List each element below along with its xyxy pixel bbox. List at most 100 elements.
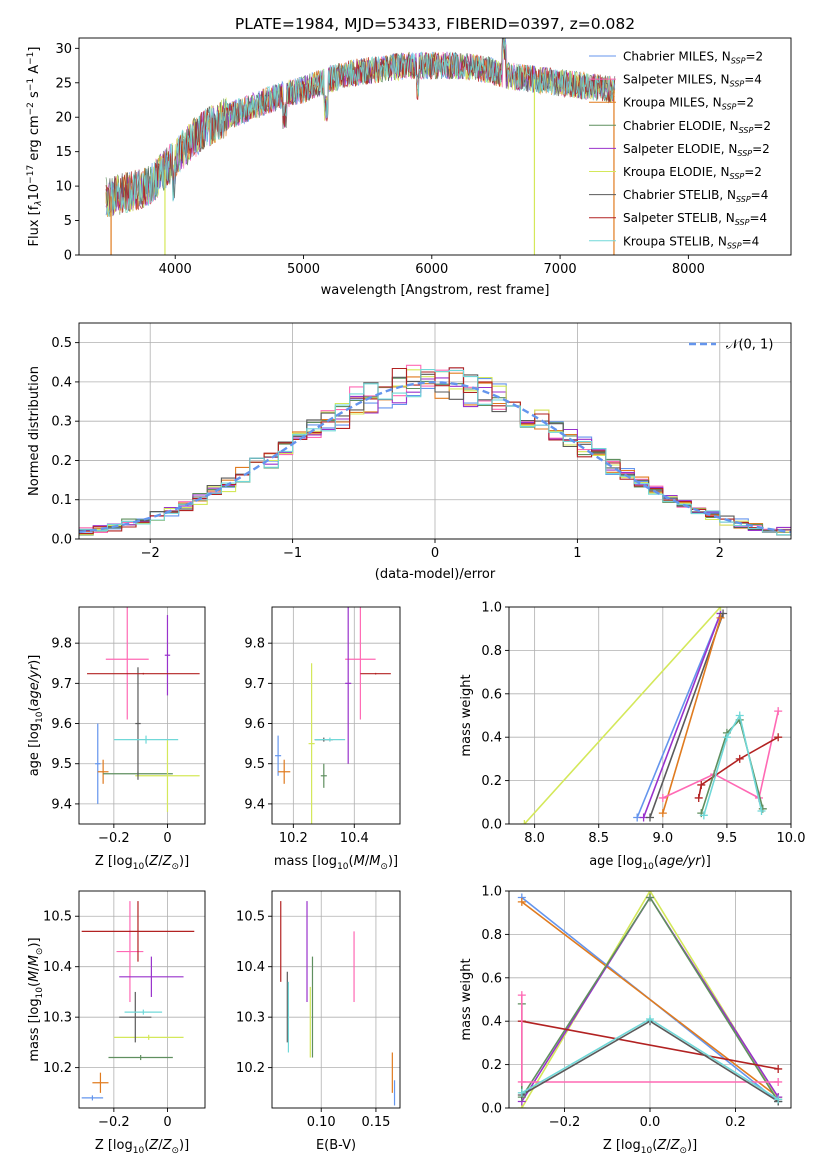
x-tick-label: 0.0: [640, 1115, 661, 1130]
y-tick-label: 10.4: [43, 960, 72, 975]
plot-area: [280, 901, 396, 1106]
y-tick-label: 9.6: [244, 717, 265, 732]
y-axis-label: age [log10(age/yr)]: [27, 655, 45, 777]
y-tick-label: 9.4: [244, 797, 265, 812]
y-tick-label: 20: [55, 111, 72, 126]
x-tick-label: 0.10: [307, 1115, 336, 1130]
y-tick-label: 10.3: [43, 1011, 72, 1026]
weight-marker: [520, 820, 529, 824]
y-tick-label: 9.8: [51, 637, 72, 652]
x-tick-label: 5000: [287, 262, 320, 277]
x-tick-label: 10.2: [279, 831, 308, 846]
x-axis-label: E(B-V): [316, 1138, 356, 1153]
y-axis-label: mass [log10(M/M⊙)]: [27, 937, 45, 1061]
x-axis-label: wavelength [Angstrom, rest frame]: [321, 283, 550, 298]
weight-marker: [646, 1015, 654, 1024]
errorbar-salpeter-miles: [105, 607, 149, 720]
legend-label: Salpeter MILES, NSSP=4: [623, 73, 762, 89]
panel-spectrum: 4000 5000 6000 7000 8000 0 5 10 15 20 25 30 Chabrier…: [26, 37, 792, 298]
weight-marker: [646, 813, 654, 822]
legend-label: Chabrier STELIB, NSSP=4: [623, 188, 768, 204]
weight-line-kroupa-miles: [658, 613, 725, 818]
panel-weight-vs-Z: −0.2 0.0 0.2 0.0 0.2 0.4 0.6 0.8 1.0 Z [log10(Z/Z…: [459, 885, 792, 1156]
x-axis-label: Z [log10(Z/Z⊙)]: [95, 1138, 189, 1156]
errorbar-chabrier-stelib: [119, 991, 152, 1043]
errorbar-kroupa-stelib: [124, 1009, 163, 1015]
weight-line-salpeter-miles: [517, 991, 783, 1086]
y-tick-label: 9.5: [51, 757, 72, 772]
y-tick-label: 0.4: [481, 1015, 502, 1030]
x-tick-label: 0.2: [725, 1115, 746, 1130]
legend-label: Kroupa ELODIE, NSSP=2: [623, 165, 762, 181]
x-tick-label: 8000: [672, 262, 705, 277]
plot-area: [87, 607, 200, 812]
y-tick-label: 9.7: [244, 677, 265, 692]
x-tick-label: −0.2: [549, 1115, 581, 1130]
errorbar-chabrier-elodie: [108, 1055, 173, 1061]
plot-area: [105, 38, 616, 255]
spectrum-line-kroupa-stelib: [105, 39, 616, 217]
x-tick-label: −2: [141, 546, 160, 561]
errorbar-salpeter-elodie: [345, 607, 352, 764]
y-tick-label: 10.3: [236, 1011, 265, 1026]
y-tick-label: 10.4: [236, 960, 265, 975]
errorbar-kroupa-stelib: [314, 737, 346, 742]
panel-age-vs-Z: −0.2 0 9.4 9.5 9.6 9.7 9.8 Z [log10(Z/Z⊙)] age […: [27, 606, 206, 872]
y-tick-label: 1.0: [481, 601, 502, 616]
y-tick-label: 0.3: [51, 415, 72, 430]
y-axis-label: mass weight: [459, 674, 474, 756]
weight-marker: [735, 754, 744, 763]
panel-residuals: −2 −1 0 1 2 0.0 0.1 0.2 0.3 0.4 0.5 𝒩(0, 1) (data-mo…: [27, 322, 792, 582]
legend-label: Kroupa MILES, NSSP=2: [623, 96, 754, 112]
weight-line-kroupa-stelib: [517, 1015, 783, 1104]
x-tick-label: 8.0: [524, 831, 545, 846]
weight-marker: [757, 806, 766, 815]
weight-line-kroupa-stelib: [699, 711, 766, 820]
y-tick-label: 9.7: [51, 677, 72, 692]
axes-frame: [78, 37, 792, 256]
grid: [272, 607, 400, 824]
y-tick-label: 10: [55, 180, 72, 195]
y-tick-label: 15: [55, 145, 72, 160]
x-axis-label: Z [log10(Z/Z⊙)]: [95, 854, 189, 872]
x-tick-label: 7000: [544, 262, 577, 277]
normal-curve: [79, 381, 791, 534]
errorbar-kroupa-elodie: [308, 663, 315, 824]
y-axis-label: mass weight: [459, 958, 474, 1040]
errorbar-kroupa-elodie: [135, 739, 200, 812]
plot-area: [81, 901, 195, 1101]
y-tick-label: 0.6: [481, 971, 502, 986]
errorbar-kroupa-stelib: [113, 735, 179, 744]
axes-frame: [78, 890, 206, 1109]
errorbar-chabrier-miles: [95, 723, 101, 804]
x-tick-label: 0: [163, 1115, 171, 1130]
weight-marker: [722, 733, 731, 742]
y-axis-label: Flux [fλ10−17 erg cm−2 s−1 A−1]: [26, 47, 44, 247]
x-axis-label: Z [log10(Z/Z⊙)]: [603, 1138, 697, 1156]
errorbar-salpeter-miles: [116, 901, 144, 1003]
x-tick-label: 0: [431, 546, 439, 561]
x-tick-label: 4000: [159, 262, 192, 277]
legend-label: Kroupa STELIB, NSSP=4: [623, 234, 759, 250]
panel-weight-vs-age: 8.0 8.5 9.0 9.5 10.0 0.0 0.2 0.4 0.6 0.8 1.0 age [l…: [459, 601, 805, 873]
weight-marker: [694, 793, 703, 802]
x-tick-label: 10.0: [777, 831, 806, 846]
y-tick-label: 0.2: [481, 774, 502, 789]
errorbar-chabrier-elodie: [320, 763, 327, 788]
errorbar-salpeter-elodie: [164, 615, 171, 696]
y-axis-label: Normed distribution: [27, 366, 42, 496]
y-tick-label: 0.4: [481, 731, 502, 746]
weight-marker: [774, 1095, 783, 1104]
y-tick-label: 9.4: [51, 797, 72, 812]
errorbar-chabrier-miles: [275, 735, 282, 776]
axes-frame: [271, 890, 401, 1109]
spectrum-legend: Chabrier MILES, NSSP=2 Salpeter MILES, NS…: [589, 50, 771, 250]
weight-marker: [719, 609, 728, 618]
plot-area: [520, 607, 783, 824]
weight-marker: [699, 811, 708, 820]
y-tick-label: 30: [55, 42, 72, 57]
x-axis-label: (data-model)/error: [375, 567, 496, 582]
y-tick-label: 10.2: [43, 1061, 72, 1076]
grid: [272, 891, 400, 1108]
errorbar-salpeter-elodie: [119, 956, 184, 997]
